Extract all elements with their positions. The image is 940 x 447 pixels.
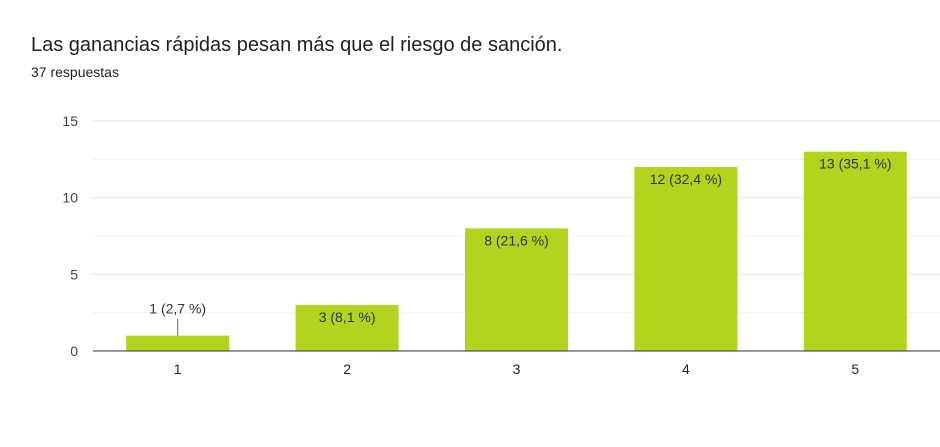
x-tick-label: 2 xyxy=(343,361,351,377)
bar-5[interactable] xyxy=(803,151,907,351)
data-label: 8 (21,6 %) xyxy=(484,232,549,248)
data-label: 12 (32,4 %) xyxy=(650,171,722,187)
bar-4[interactable] xyxy=(634,167,738,351)
bar-2[interactable] xyxy=(295,305,399,351)
x-axis-ticks: 1 2 3 4 5 xyxy=(174,361,860,377)
x-tick-label: 5 xyxy=(851,361,859,377)
data-label: 3 (8,1 %) xyxy=(319,309,376,325)
chart-title: Las ganancias rápidas pesan más que el r… xyxy=(31,34,563,56)
bar-1[interactable] xyxy=(126,335,230,351)
y-tick-label: 10 xyxy=(62,190,78,206)
data-label: 13 (35,1 %) xyxy=(819,156,891,172)
y-axis-ticks: 0 5 10 15 xyxy=(62,113,78,359)
y-tick-label: 0 xyxy=(70,343,78,359)
response-count: 37 respuestas xyxy=(31,64,119,80)
x-tick-label: 3 xyxy=(513,361,521,377)
y-tick-label: 5 xyxy=(70,266,78,282)
x-tick-label: 1 xyxy=(174,361,182,377)
x-tick-label: 4 xyxy=(682,361,690,377)
bars xyxy=(126,151,907,351)
y-tick-label: 15 xyxy=(62,113,78,129)
bar-3[interactable] xyxy=(465,228,568,351)
data-label: 1 (2,7 %) xyxy=(149,301,206,317)
data-labels: 1 (2,7 %) 3 (8,1 %) 8 (21,6 %) 12 (32,4 %) 1… xyxy=(149,156,891,336)
